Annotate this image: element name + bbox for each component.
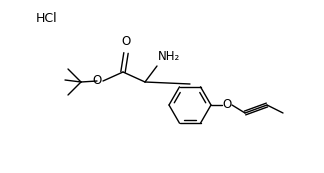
Text: O: O [222, 98, 232, 112]
Text: HCl: HCl [36, 11, 58, 25]
Text: O: O [92, 74, 102, 86]
Text: O: O [122, 35, 131, 48]
Text: NH₂: NH₂ [158, 50, 180, 63]
